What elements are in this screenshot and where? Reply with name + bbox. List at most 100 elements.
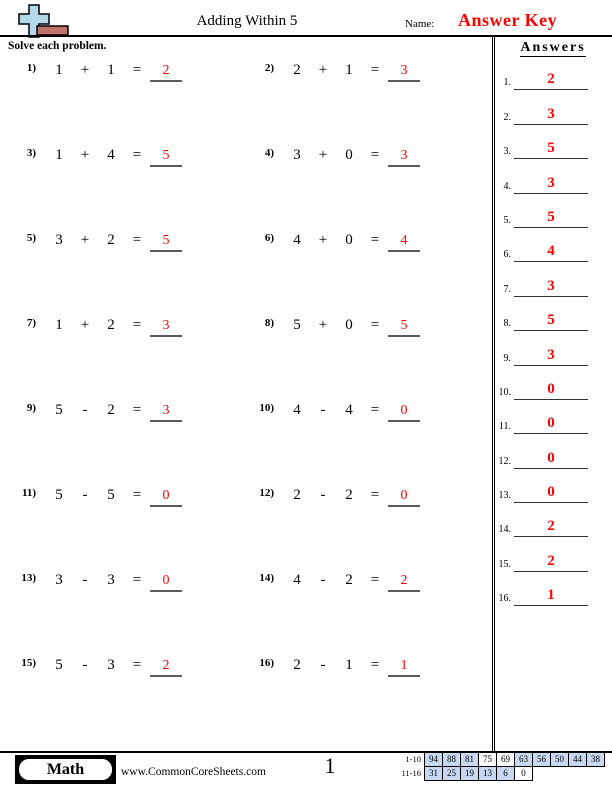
score-cell: 81	[460, 752, 479, 767]
operand-a: 2	[293, 62, 301, 78]
answer-row: 6. 4	[494, 228, 612, 263]
subject-pill: Math	[17, 757, 114, 782]
score-row-1-10: 1-10 94 88 81 75 69 63 56 50 44 38	[371, 752, 605, 767]
problem-item: 5) 3 + 2 = 5	[0, 228, 238, 313]
answer-row: 11. 0	[494, 400, 612, 435]
equals-sign: =	[370, 62, 380, 78]
equation: 4 + 0 = 4	[284, 230, 420, 252]
problem-item: 1) 1 + 1 = 2	[0, 58, 238, 143]
operand-b: 1	[107, 62, 115, 78]
score-cell: 94	[424, 752, 443, 767]
answer-value: 3	[514, 105, 588, 125]
operand-b: 0	[345, 147, 353, 163]
answer-value: 2	[514, 517, 588, 538]
equation: 3 + 2 = 5	[46, 230, 182, 252]
operator: -	[320, 402, 326, 418]
problem-item: 12) 2 - 2 = 0	[238, 483, 492, 568]
operator: -	[82, 487, 88, 503]
operand-b: 4	[345, 402, 353, 418]
operator: -	[82, 657, 88, 673]
operand-b: 5	[107, 487, 115, 503]
operand-b: 2	[107, 402, 115, 418]
operand-b: 1	[345, 62, 353, 78]
equals-sign: =	[132, 147, 142, 163]
operand-b: 3	[107, 657, 115, 673]
operand-b: 2	[107, 317, 115, 333]
answer-value: 3	[514, 346, 588, 366]
worksheet-title: Adding Within 5	[196, 13, 298, 29]
problem-number: 2)	[264, 62, 274, 74]
answer-number: 4.	[503, 180, 512, 192]
problem-number: 1)	[26, 62, 36, 74]
answer-row: 16. 1	[494, 572, 612, 607]
operand-b: 1	[345, 657, 353, 673]
answer-number: 15.	[498, 558, 512, 570]
answer-blank: 0	[150, 486, 182, 507]
answers-column-divider	[492, 37, 495, 751]
problem-item: 6) 4 + 0 = 4	[238, 228, 492, 313]
problem-number: 13)	[21, 572, 36, 584]
answer-row: 5. 5	[494, 194, 612, 228]
problem-item: 13) 3 - 3 = 0	[0, 568, 238, 653]
equation: 5 - 5 = 0	[46, 485, 182, 507]
answer-number: 10.	[498, 386, 512, 398]
equals-sign: =	[132, 402, 142, 418]
answer-value: 0	[514, 380, 588, 400]
answer-row: 8. 5	[494, 297, 612, 332]
equals-sign: =	[370, 572, 380, 588]
operator: +	[318, 232, 328, 248]
operator: -	[320, 487, 326, 503]
problem-number: 8)	[264, 317, 274, 329]
equals-sign: =	[370, 402, 380, 418]
answer-number: 16.	[498, 593, 512, 605]
problem-item: 15) 5 - 3 = 2	[0, 653, 238, 738]
answers-list: 1. 2 2. 3 3. 5 4. 3 5. 5	[494, 56, 612, 607]
problem-number: 5)	[26, 232, 36, 244]
problem-number: 3)	[26, 147, 36, 159]
answer-number: 14.	[498, 524, 512, 536]
operator: -	[82, 402, 88, 418]
equation: 4 - 2 = 2	[284, 570, 420, 592]
operand-a: 3	[293, 147, 301, 163]
operand-a: 2	[293, 487, 301, 503]
equation: 5 - 2 = 3	[46, 400, 182, 422]
answer-row: 3. 5	[494, 125, 612, 160]
score-cell: 69	[496, 752, 515, 767]
problem-number: 12)	[259, 487, 274, 499]
operand-b: 0	[345, 232, 353, 248]
answer-value: 5	[514, 208, 588, 228]
answer-blank: 0	[388, 401, 420, 422]
problem-number: 11)	[21, 487, 36, 499]
equation: 1 + 2 = 3	[46, 315, 182, 337]
answer-number: 1.	[503, 77, 512, 89]
equals-sign: =	[132, 487, 142, 503]
answer-number: 12.	[498, 455, 512, 467]
problem-number: 15)	[21, 657, 36, 669]
answer-row: 12. 0	[494, 434, 612, 469]
operand-b: 4	[107, 147, 115, 163]
answer-row: 14. 2	[494, 503, 612, 538]
equals-sign: =	[132, 62, 142, 78]
answer-row: 2. 3	[494, 90, 612, 125]
subject-badge: Math	[15, 755, 116, 784]
equals-sign: =	[132, 317, 142, 333]
equation: 4 - 4 = 0	[284, 400, 420, 422]
equals-sign: =	[370, 487, 380, 503]
website-url: www.CommonCoreSheets.com	[121, 766, 266, 778]
answer-blank: 2	[150, 656, 182, 677]
footer-rule	[0, 751, 612, 753]
operand-a: 5	[293, 317, 301, 333]
answer-blank: 3	[388, 61, 420, 82]
operator: +	[80, 317, 90, 333]
equation: 2 + 1 = 3	[284, 60, 420, 82]
answer-value: 2	[514, 70, 588, 91]
answer-key-text: Answer Key	[458, 10, 558, 30]
answer-number: 6.	[503, 249, 512, 261]
score-cell: 56	[532, 752, 551, 767]
problem-item: 10) 4 - 4 = 0	[238, 398, 492, 483]
answer-blank: 2	[150, 61, 182, 82]
problem-item: 3) 1 + 4 = 5	[0, 143, 238, 228]
operator: +	[318, 62, 328, 78]
answer-blank: 0	[388, 486, 420, 507]
answer-number: 9.	[503, 352, 512, 364]
